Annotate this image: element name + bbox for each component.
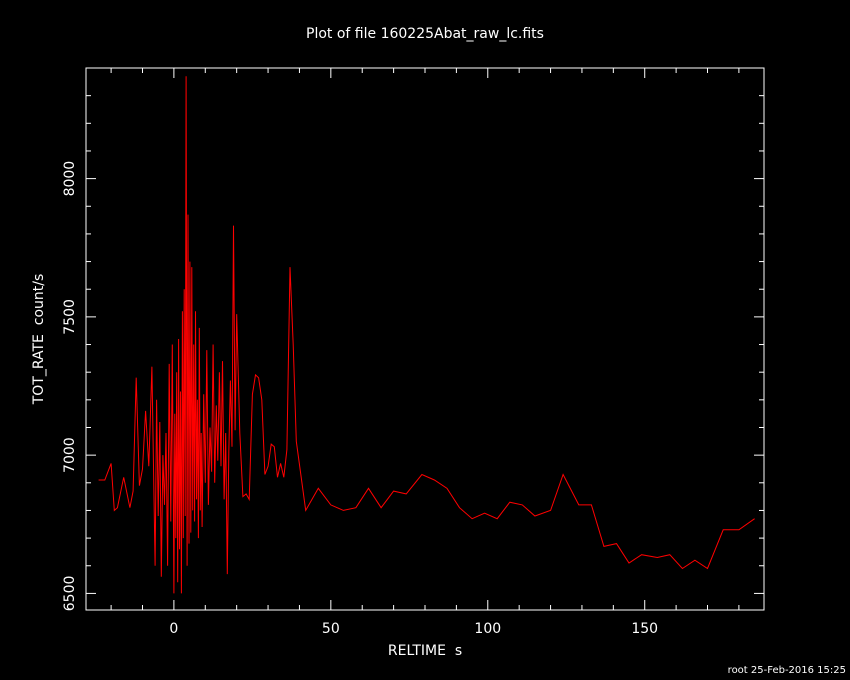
y-tick-label: 8000 bbox=[62, 161, 78, 197]
y-axis-label: TOT_RATE count/s bbox=[31, 274, 47, 406]
minor-ticks bbox=[86, 67, 764, 610]
x-tick-label: 150 bbox=[631, 621, 658, 637]
chart-title: Plot of file 160225Abat_raw_lc.fits bbox=[306, 26, 544, 42]
major-ticks bbox=[86, 68, 764, 610]
x-axis-label: RELTIME s bbox=[388, 643, 462, 659]
series-line bbox=[98, 76, 755, 594]
y-tick-label: 7000 bbox=[62, 437, 78, 473]
y-tick-label: 7500 bbox=[62, 299, 78, 335]
x-tick-label: 100 bbox=[474, 621, 501, 637]
x-tick-label: 0 bbox=[169, 621, 178, 637]
x-tick-label: 50 bbox=[322, 621, 340, 637]
footer-timestamp: root 25-Feb-2016 15:25 bbox=[728, 665, 846, 676]
tick-labels: 0 50 100 150 6500 7000 7500 8000 bbox=[62, 161, 658, 637]
y-tick-label: 6500 bbox=[62, 576, 78, 612]
